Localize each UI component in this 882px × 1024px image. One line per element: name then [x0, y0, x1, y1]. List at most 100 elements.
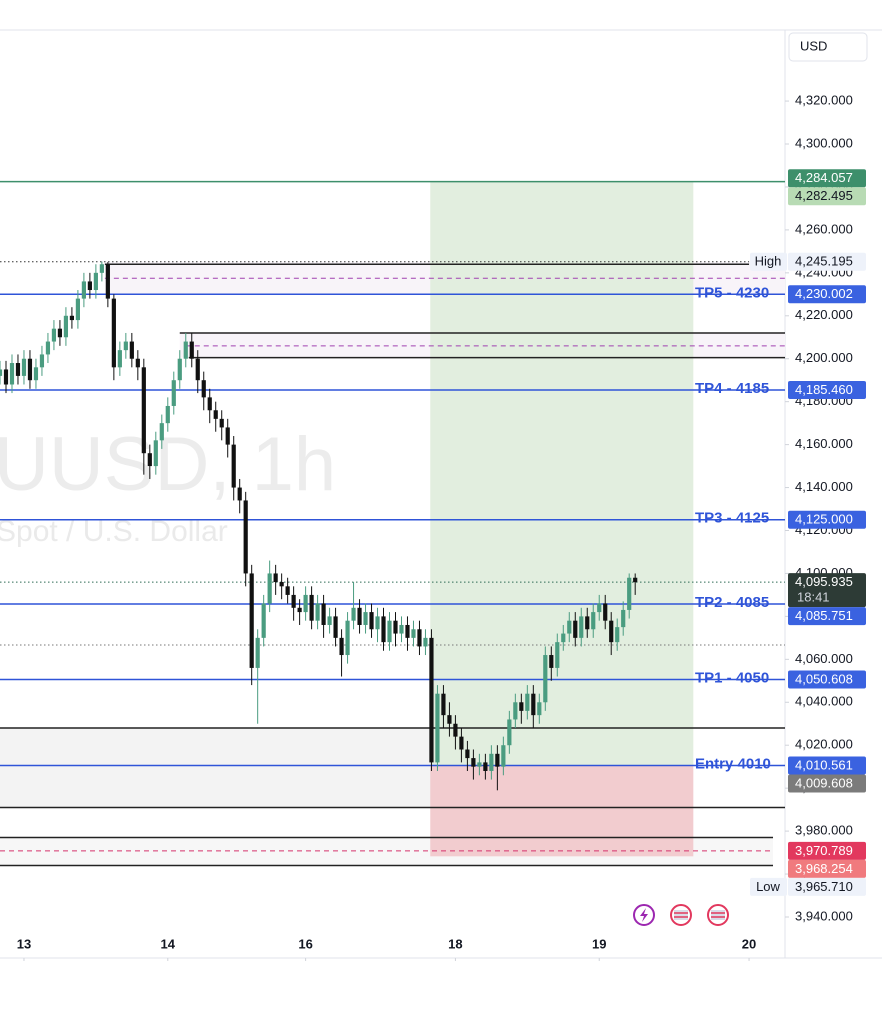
- level-label: Entry 4010: [695, 755, 771, 772]
- x-tick-label: 16: [298, 936, 312, 951]
- candle-body: [111, 298, 116, 368]
- candle-body: [453, 723, 458, 737]
- y-tick-label: 4,160.000: [795, 436, 853, 451]
- candle-body: [411, 629, 416, 638]
- candle-body: [177, 358, 182, 381]
- candle-body: [93, 272, 98, 291]
- candle-body: [333, 616, 338, 638]
- x-tick-label: 14: [161, 936, 176, 951]
- price-tag-label: 4,125.000: [795, 512, 853, 527]
- candle-body: [201, 380, 206, 398]
- candle-body: [153, 440, 158, 467]
- candle-body: [345, 620, 350, 656]
- candle-body: [399, 624, 404, 634]
- candle-body: [459, 736, 464, 750]
- y-tick-label: 4,200.000: [795, 350, 853, 365]
- level-label: TP1 - 4050: [695, 669, 769, 686]
- candle-body: [555, 642, 560, 668]
- price-tag-label: 4,245.195: [795, 254, 853, 269]
- candle-body: [51, 328, 57, 342]
- candle-body: [327, 616, 332, 625]
- y-tick-label: 4,300.000: [795, 135, 853, 150]
- price-tag: [788, 380, 866, 399]
- y-tick-label: 4,060.000: [795, 651, 853, 666]
- candle-body: [27, 358, 33, 381]
- candle-body: [609, 620, 614, 643]
- candle-body: [255, 637, 260, 668]
- candle-body: [309, 594, 314, 621]
- candle-body: [321, 603, 326, 625]
- candle-body: [273, 573, 278, 583]
- y-tick-label: 4,020.000: [795, 737, 853, 752]
- price-tag: [788, 841, 866, 860]
- price-tag: [788, 169, 866, 188]
- candle-body: [351, 607, 356, 621]
- candle-body: [45, 341, 51, 355]
- candle-body: [33, 367, 39, 381]
- candle-body: [189, 341, 194, 359]
- candle-body: [195, 358, 200, 381]
- candle-body: [435, 693, 440, 763]
- candle-body: [543, 655, 548, 703]
- candle-body: [501, 745, 506, 767]
- candle-body: [99, 264, 104, 273]
- candle-body: [261, 603, 266, 638]
- candle-body: [279, 582, 284, 587]
- candle-body: [75, 298, 80, 321]
- y-tick-label: 4,320.000: [795, 93, 853, 108]
- price-tag-label: 4,010.561: [795, 757, 853, 772]
- candle-body: [237, 487, 242, 501]
- price-tag-prefix-box: [750, 877, 787, 896]
- price-tag: [788, 859, 866, 878]
- symbol-watermark: UUSD, 1h: [0, 422, 336, 507]
- candle-body: [441, 693, 446, 716]
- candle-body: [3, 369, 9, 385]
- price-tag-label: 4,050.608: [795, 671, 853, 686]
- candle-body: [105, 264, 110, 299]
- y-tick-label: 4,140.000: [795, 479, 853, 494]
- candle-body: [585, 616, 590, 630]
- price-tag: [788, 877, 866, 896]
- candle-body: [465, 749, 470, 759]
- candle-body: [429, 637, 434, 763]
- candle-body: [183, 341, 188, 359]
- candle-body: [249, 573, 254, 668]
- price-tag: [788, 285, 866, 304]
- candle-body: [363, 612, 368, 625]
- currency-button[interactable]: [788, 32, 868, 62]
- candle-body: [225, 427, 230, 445]
- candle-body: [291, 594, 296, 608]
- candle-body: [531, 693, 536, 716]
- price-tag-label: 4,284.057: [795, 170, 853, 185]
- y-tick-label: 4,040.000: [795, 694, 853, 709]
- candle-body: [39, 354, 45, 368]
- level-label: TP5 - 4230: [695, 284, 769, 301]
- candle-body: [87, 281, 92, 291]
- candle-body: [417, 629, 422, 647]
- candle-body: [603, 603, 608, 621]
- candle-body: [303, 594, 308, 613]
- price-tag: [788, 510, 866, 529]
- axis-layer: USD 3,940.0003,960.0003,980.0004,000.000…: [17, 32, 868, 961]
- candle-body: [285, 586, 290, 595]
- candle-body: [615, 627, 620, 643]
- candle-body: [15, 363, 21, 376]
- event-icon-glyph: [640, 908, 648, 922]
- price-tag-label: 4,185.460: [795, 382, 853, 397]
- profit-zone: [430, 181, 694, 766]
- candle-body: [495, 753, 500, 767]
- x-tick-label: 18: [448, 936, 462, 951]
- candle-body: [579, 616, 584, 638]
- candle-body: [207, 397, 212, 411]
- candle-body: [549, 655, 554, 668]
- candle-body: [315, 603, 320, 621]
- price-tag-label: 3,970.789: [795, 843, 853, 858]
- candle-body: [573, 620, 578, 638]
- candle-body: [477, 762, 482, 767]
- y-tick-label: 3,980.000: [795, 823, 853, 838]
- candle-body: [213, 410, 218, 419]
- x-tick-label: 19: [592, 936, 606, 951]
- y-tick-label: 4,220.000: [795, 307, 853, 322]
- candle-body: [537, 702, 542, 716]
- candle-body: [357, 607, 362, 625]
